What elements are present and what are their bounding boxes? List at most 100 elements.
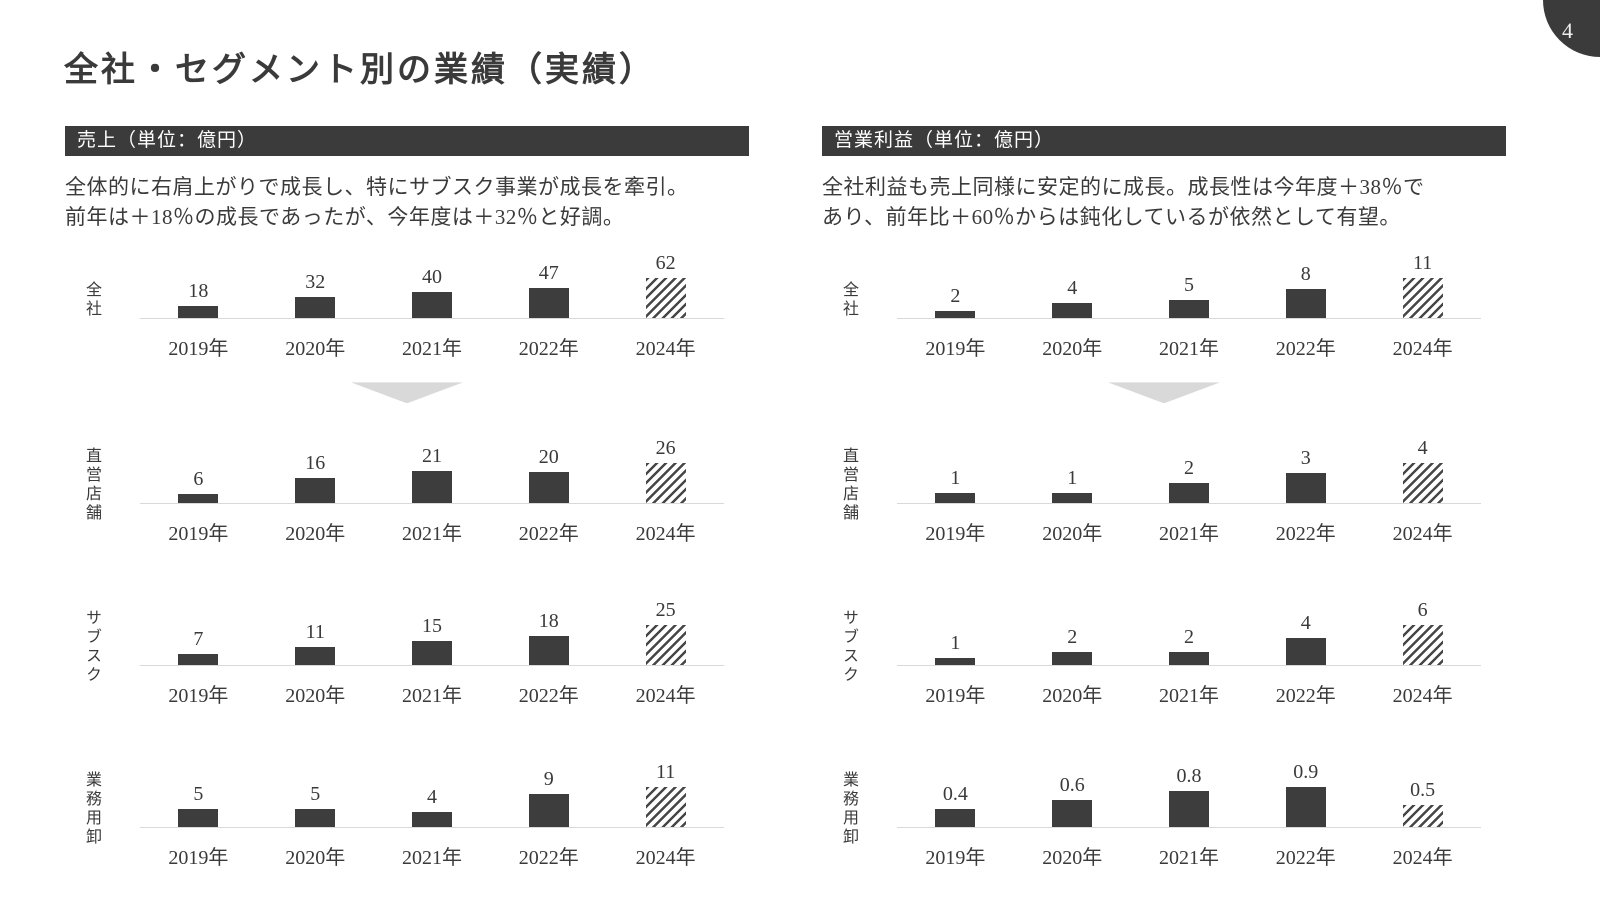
- bar: [411, 470, 452, 503]
- bar-value-label: 4: [1067, 276, 1078, 299]
- row-chart: 7 11 15 18 25 2019年 2020年 2021年 2022年 2024年: [140, 587, 724, 708]
- segment-name: 業務用卸: [840, 771, 857, 848]
- bar-value-label: 0.6: [1059, 773, 1085, 796]
- bar: [1168, 299, 1209, 318]
- bar-row-with-baseline: 18 32 40 47 62: [140, 240, 724, 319]
- row-chart: 1 1 2 3 4 2019年 2020年 2021年 2022年 2024年: [897, 425, 1481, 546]
- year-label: 2024年: [1392, 684, 1453, 707]
- bar: [295, 646, 336, 665]
- down-triangle-icon: [1108, 382, 1220, 404]
- bar-column: 15: [374, 616, 491, 665]
- bar-value-label: 2: [950, 284, 961, 307]
- bar-column: 2: [1131, 458, 1248, 503]
- year-axis: 2019年 2020年 2021年 2022年 2024年: [897, 666, 1481, 708]
- bar-column: 9: [490, 769, 607, 827]
- bar-value-label: 15: [421, 614, 442, 637]
- bar-value-label: 6: [193, 467, 204, 490]
- bar-value-label: 20: [538, 445, 559, 468]
- segment-name: サブスク: [840, 609, 857, 686]
- page-title: 全社・セグメント別の業績（実績）: [64, 52, 656, 89]
- bar-value-label: 5: [193, 782, 204, 805]
- row-chart: 6 16 21 20 26 2019年 2020年 2021年 2022年 2024年: [140, 425, 724, 546]
- row-separator: [65, 361, 749, 425]
- bar: [1168, 790, 1209, 827]
- bar-value-label: 1: [950, 631, 961, 654]
- year-label: 2022年: [518, 846, 579, 869]
- year-label: 2021年: [1158, 522, 1219, 545]
- bar: [295, 296, 336, 318]
- bar: [411, 640, 452, 665]
- row-separator: [822, 361, 1506, 425]
- bar-value-label: 5: [310, 782, 321, 805]
- segment-row: 業務用卸 0.4 0.6 0.8 0.9 0.5 2019年 2020年 2021年 2022年 2…: [822, 749, 1506, 870]
- year-label: 2019年: [168, 337, 229, 360]
- bar-value-label: 26: [655, 436, 676, 459]
- bar: [935, 310, 976, 318]
- year-label: 2024年: [1392, 337, 1453, 360]
- bar-value-label: 32: [305, 270, 326, 293]
- profit-chart-rows: 全社 2 4 5 8 11 2019年 2020年 2021年 2022年 2024年 直営店舗 1 1 2…: [822, 240, 1506, 870]
- year-label: 2020年: [285, 846, 346, 869]
- bar-value-label: 9: [543, 767, 554, 790]
- bar-column: 18: [490, 611, 607, 665]
- bar-row-with-baseline: 7 11 15 18 25: [140, 587, 724, 666]
- bar: [411, 291, 452, 318]
- bar: [935, 808, 976, 827]
- row-chart: 1 2 2 4 6 2019年 2020年 2021年 2022年 2024年: [897, 587, 1481, 708]
- bar-row-with-baseline: 1 1 2 3 4: [897, 425, 1481, 504]
- down-triangle-icon: [351, 382, 463, 404]
- year-label: 2020年: [1042, 522, 1103, 545]
- bar-value-label: 5: [1183, 273, 1194, 296]
- segment-name: サブスク: [83, 609, 100, 686]
- bar-value-label: 25: [655, 598, 676, 621]
- bar-value-label: 4: [426, 785, 437, 808]
- year-label: 2019年: [925, 337, 986, 360]
- bar-value-label: 40: [421, 265, 442, 288]
- year-label: 2024年: [1392, 846, 1453, 869]
- bar-column: 5: [1131, 275, 1248, 318]
- year-axis: 2019年 2020年 2021年 2022年 2024年: [897, 828, 1481, 870]
- bar-column: 11: [1364, 253, 1481, 318]
- bar-row-with-baseline: 1 2 2 4 6: [897, 587, 1481, 666]
- year-axis: 2019年 2020年 2021年 2022年 2024年: [140, 504, 724, 546]
- forecast-bar: [1402, 277, 1443, 318]
- year-label: 2019年: [925, 522, 986, 545]
- row-chart: 0.4 0.6 0.8 0.9 0.5 2019年 2020年 2021年 2022年 2024年: [897, 749, 1481, 870]
- forecast-bar: [645, 277, 686, 318]
- row-label: サブスク: [822, 587, 897, 708]
- bar: [178, 305, 219, 318]
- segment-name: 業務用卸: [83, 771, 100, 848]
- profit-description-line1: 全社利益も売上同様に安定的に成長。成長性は今年度＋38％で: [822, 175, 1425, 199]
- year-label: 2021年: [1158, 684, 1219, 707]
- year-label: 2020年: [1042, 684, 1103, 707]
- bar: [295, 477, 336, 503]
- segment-row: 全社 18 32 40 47 62 2019年 2020年 2021年 2022年 2024年: [65, 240, 749, 361]
- year-label: 2019年: [168, 684, 229, 707]
- bar-column: 0.8: [1131, 766, 1248, 827]
- bar-row-with-baseline: 5 5 4 9 11: [140, 749, 724, 828]
- bar-column: 4: [374, 787, 491, 827]
- bar: [528, 635, 569, 665]
- bar-column: 11: [257, 622, 374, 665]
- bar: [1168, 482, 1209, 503]
- bar-value-label: 11: [305, 620, 325, 643]
- row-chart: 2 4 5 8 11 2019年 2020年 2021年 2022年 2024年: [897, 240, 1481, 361]
- row-label: 業務用卸: [65, 749, 140, 870]
- year-axis: 2019年 2020年 2021年 2022年 2024年: [140, 319, 724, 361]
- profit-panel-header: 営業利益（単位：億円）: [822, 126, 1506, 156]
- bar-column: 32: [257, 272, 374, 318]
- year-label: 2022年: [1275, 337, 1336, 360]
- year-label: 2024年: [1392, 522, 1453, 545]
- year-axis: 2019年 2020年 2021年 2022年 2024年: [140, 666, 724, 708]
- row-chart: 18 32 40 47 62 2019年 2020年 2021年 2022年 2024年: [140, 240, 724, 361]
- bar-column: 5: [140, 784, 257, 827]
- sales-description-line1: 全体的に右肩上がりで成長し、特にサブスク事業が成長を牽引。: [65, 175, 689, 199]
- year-label: 2021年: [1158, 337, 1219, 360]
- bar-value-label: 18: [188, 279, 209, 302]
- year-label: 2024年: [635, 522, 696, 545]
- row-label: 業務用卸: [822, 749, 897, 870]
- bar-value-label: 62: [655, 251, 676, 274]
- bar-column: 0.5: [1364, 780, 1481, 827]
- segment-row: 直営店舗 6 16 21 20 26 2019年 2020年 2021年 2022年 2024年: [65, 425, 749, 546]
- bar-value-label: 0.8: [1176, 764, 1202, 787]
